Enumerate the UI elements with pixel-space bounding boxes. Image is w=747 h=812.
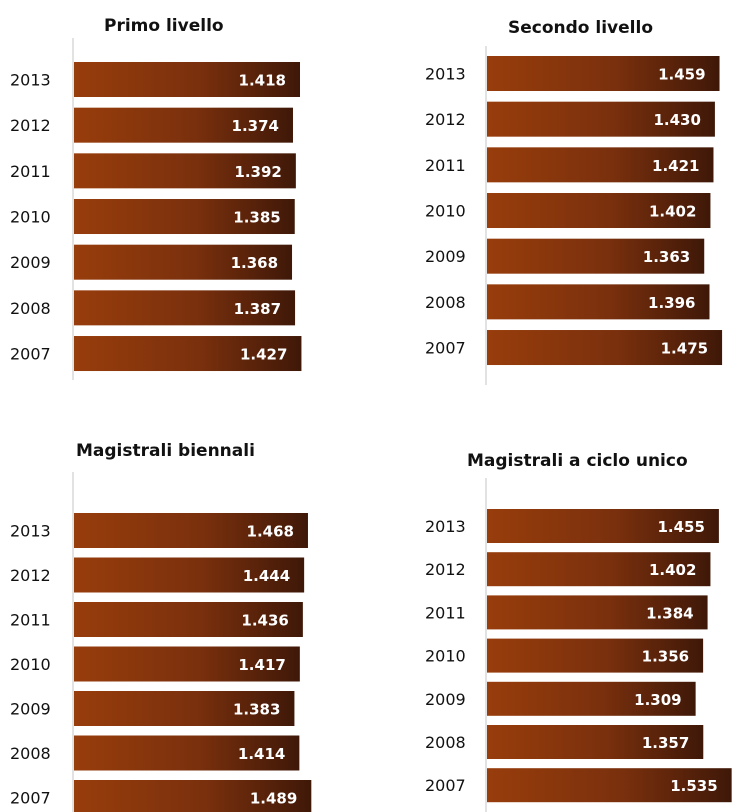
y-tick-label: 2008 bbox=[425, 733, 466, 752]
bar bbox=[487, 330, 723, 366]
data-label: 1.414 bbox=[238, 745, 285, 763]
y-tick-label: 2011 bbox=[10, 611, 51, 630]
y-tick-label: 2010 bbox=[10, 208, 51, 227]
y-tick-label: 2010 bbox=[425, 202, 466, 221]
bar bbox=[74, 646, 300, 682]
data-label: 1.385 bbox=[233, 209, 280, 227]
bar bbox=[74, 691, 295, 726]
data-label: 1.402 bbox=[649, 203, 696, 221]
data-label: 1.356 bbox=[642, 648, 689, 666]
data-label: 1.384 bbox=[646, 604, 693, 622]
data-label: 1.421 bbox=[652, 157, 699, 175]
bar bbox=[487, 768, 732, 803]
chart-secondo-livello: Secondo livello 2013 1.459 2012 1.430 2011 1.… bbox=[415, 0, 747, 392]
data-label: 1.468 bbox=[247, 523, 294, 541]
y-tick-label: 2010 bbox=[10, 655, 51, 674]
y-tick-label: 2011 bbox=[10, 162, 51, 181]
bar bbox=[487, 681, 696, 716]
bar bbox=[487, 193, 711, 229]
data-label: 1.436 bbox=[241, 612, 288, 630]
bar bbox=[487, 56, 720, 91]
bar bbox=[74, 244, 293, 280]
bar bbox=[74, 336, 302, 372]
y-tick-label: 2008 bbox=[425, 293, 466, 312]
y-tick-label: 2010 bbox=[425, 647, 466, 666]
data-label: 1.402 bbox=[649, 561, 696, 579]
data-label: 1.368 bbox=[231, 254, 278, 272]
chart-primo-livello: Primo livello 2013 1.418 2012 1.374 2011 1.39… bbox=[0, 0, 373, 392]
y-tick-label: 2012 bbox=[425, 110, 466, 129]
y-tick-label: 2009 bbox=[10, 700, 51, 719]
chart-magistrali-biennali: Magistrali biennali 2013 1.468 2012 1.444 20… bbox=[0, 430, 373, 812]
chart-title: Primo livello bbox=[104, 16, 224, 36]
bar-plot: 2013 1.418 2012 1.374 2011 1.392 2010 1.385 2009… bbox=[10, 38, 302, 380]
y-tick-label: 2012 bbox=[10, 116, 51, 135]
bar bbox=[487, 147, 714, 183]
data-label: 1.430 bbox=[653, 111, 700, 129]
y-tick-label: 2013 bbox=[10, 522, 51, 541]
y-tick-label: 2009 bbox=[425, 690, 466, 709]
bar-plot: 2013 1.455 2012 1.402 2011 1.384 2010 1.356 2009… bbox=[425, 478, 732, 812]
data-label: 1.535 bbox=[670, 777, 717, 795]
bar bbox=[487, 725, 704, 759]
data-label: 1.387 bbox=[234, 300, 281, 318]
chart-title: Secondo livello bbox=[508, 18, 653, 38]
data-label: 1.417 bbox=[238, 656, 285, 674]
bar bbox=[487, 638, 704, 673]
data-label: 1.455 bbox=[657, 518, 704, 536]
data-label: 1.392 bbox=[234, 163, 281, 181]
bar bbox=[74, 513, 308, 548]
data-label: 1.363 bbox=[643, 248, 690, 266]
y-tick-label: 2007 bbox=[10, 345, 51, 364]
y-tick-label: 2013 bbox=[10, 71, 51, 90]
bar bbox=[487, 595, 708, 630]
y-tick-label: 2011 bbox=[425, 156, 466, 175]
y-tick-label: 2008 bbox=[10, 744, 51, 763]
data-label: 1.418 bbox=[239, 72, 286, 90]
bar bbox=[74, 557, 305, 593]
data-label: 1.427 bbox=[240, 346, 287, 364]
y-tick-label: 2007 bbox=[425, 776, 466, 795]
bar bbox=[74, 290, 296, 326]
data-label: 1.489 bbox=[250, 790, 297, 808]
bar bbox=[487, 238, 705, 274]
bar bbox=[74, 735, 300, 771]
bar-plot: 2013 1.468 2012 1.444 2011 1.436 2010 1.417 2009… bbox=[10, 472, 312, 812]
y-tick-label: 2009 bbox=[10, 253, 51, 272]
y-tick-label: 2007 bbox=[425, 339, 466, 358]
bar bbox=[487, 284, 710, 320]
bar bbox=[74, 62, 301, 97]
data-label: 1.475 bbox=[661, 340, 708, 358]
y-tick-label: 2012 bbox=[425, 560, 466, 579]
y-tick-label: 2012 bbox=[10, 566, 51, 585]
data-label: 1.383 bbox=[233, 701, 280, 719]
bar bbox=[74, 107, 293, 143]
bar-plot: 2013 1.459 2012 1.430 2011 1.421 2010 1.402 2009… bbox=[425, 46, 723, 385]
bar bbox=[487, 552, 711, 587]
bar bbox=[487, 101, 715, 137]
y-tick-label: 2013 bbox=[425, 65, 466, 84]
y-tick-label: 2008 bbox=[10, 299, 51, 318]
bar bbox=[74, 780, 312, 812]
bar bbox=[74, 199, 295, 235]
data-label: 1.374 bbox=[232, 117, 279, 135]
data-label: 1.396 bbox=[648, 294, 695, 312]
bar bbox=[487, 509, 719, 543]
data-label: 1.444 bbox=[243, 567, 290, 585]
chart-title: Magistrali biennali bbox=[76, 441, 255, 461]
y-tick-label: 2011 bbox=[425, 603, 466, 622]
data-label: 1.357 bbox=[642, 734, 689, 752]
y-tick-label: 2009 bbox=[425, 247, 466, 266]
y-tick-label: 2007 bbox=[10, 789, 51, 808]
data-label: 1.309 bbox=[634, 691, 681, 709]
bar bbox=[74, 153, 296, 189]
y-tick-label: 2013 bbox=[425, 517, 466, 536]
chart-title: Magistrali a ciclo unico bbox=[467, 451, 688, 471]
chart-magistrali-a-ciclo-unico: Magistrali a ciclo unico 2013 1.455 2012 1.… bbox=[415, 430, 747, 812]
data-label: 1.459 bbox=[658, 66, 705, 84]
bar bbox=[74, 602, 303, 637]
